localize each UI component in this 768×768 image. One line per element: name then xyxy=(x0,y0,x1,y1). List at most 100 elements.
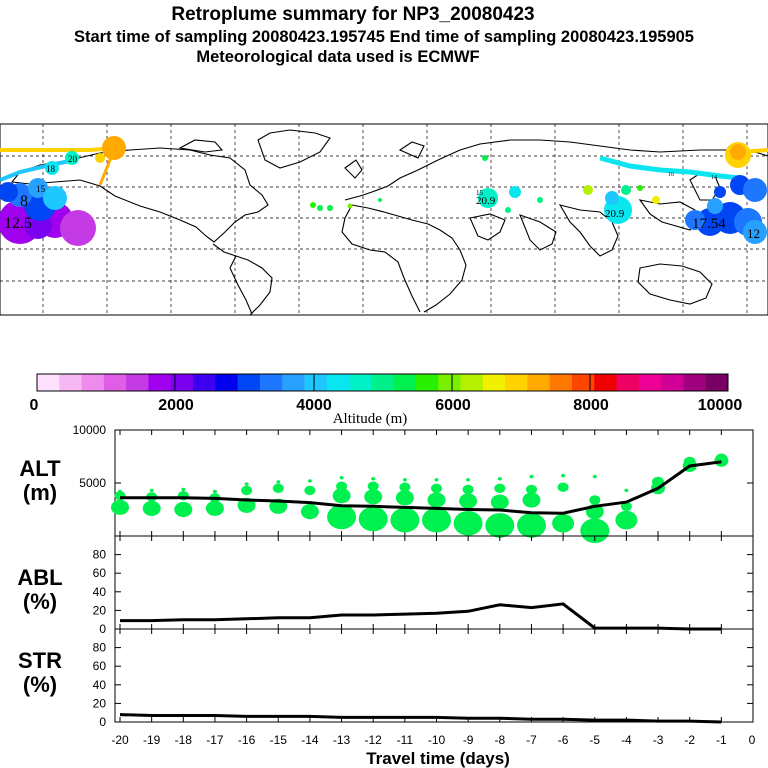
str-panel: STR (%) 0 20 40 60 80 xyxy=(18,628,754,729)
abl-ytick-label: 80 xyxy=(93,548,107,562)
colorbar-cell xyxy=(527,374,551,391)
colorbar-cell xyxy=(282,374,305,391)
x-tick-label: -5 xyxy=(589,733,600,747)
alt-plume-point xyxy=(272,483,284,493)
map-label-15b: 15 xyxy=(476,189,484,197)
str-ytick-label: 60 xyxy=(93,659,107,673)
alt-plume-point xyxy=(149,488,154,493)
colorbar-cells xyxy=(37,374,729,391)
title-line-2: Start time of sampling 20080423.195745 E… xyxy=(74,28,694,46)
alt-plume-point xyxy=(522,492,541,508)
trajectory-cyan-asia xyxy=(599,155,741,181)
x-tick-label: -15 xyxy=(270,733,288,747)
abl-panel: ABL (%) 0 20 40 60 80 xyxy=(17,535,754,636)
colorbar-cell xyxy=(415,374,439,391)
x-tick-label: -4 xyxy=(621,733,632,747)
x-tick-label: -6 xyxy=(558,733,569,747)
colorbar-cell xyxy=(304,374,328,391)
abl-ylabel-line2: (%) xyxy=(23,589,57,614)
alt-plume-point xyxy=(358,506,388,532)
alt-panel: ALT (m) 5000 10000 xyxy=(19,423,754,543)
alt-plume-point xyxy=(714,454,729,467)
alt-plume-point xyxy=(390,507,420,533)
alt-plume-point xyxy=(304,485,316,496)
alt-plume-point xyxy=(402,478,407,482)
alt-plume-point xyxy=(244,482,249,486)
alt-ylabel-line1: ALT xyxy=(19,456,61,481)
map-label-14: 14 xyxy=(711,175,717,181)
colorbar-cell xyxy=(126,374,149,391)
alt-plume-point xyxy=(241,485,253,496)
colorbar-label: Altitude (m) xyxy=(333,411,408,427)
alt-plume-scatter xyxy=(111,453,729,543)
alt-plume-point xyxy=(111,499,129,515)
x-tick-label: -2 xyxy=(684,733,695,747)
colorbar-cell xyxy=(215,374,239,391)
alt-plume-point xyxy=(371,477,376,481)
alt-plume-point xyxy=(517,513,546,538)
alt-plume-point xyxy=(181,487,186,492)
title-line-3: Meteorological data used is ECMWF xyxy=(196,48,479,66)
colorbar-cell xyxy=(103,374,127,391)
colorbar-tick-4000: 4000 xyxy=(296,397,332,414)
alt-mean-line xyxy=(120,460,722,515)
alt-plume-point xyxy=(497,477,502,481)
str-ytick-label: 20 xyxy=(93,696,107,710)
alt-plume-point xyxy=(431,483,442,493)
x-tick-label: -9 xyxy=(463,733,474,747)
alt-plume-point xyxy=(307,479,312,483)
colorbar: 0 2000 4000 6000 8000 10000 Altitude (m) xyxy=(30,373,742,427)
x-tick-label: -14 xyxy=(301,733,319,747)
alt-plume-point xyxy=(615,510,638,530)
str-ylabel-line2: (%) xyxy=(23,672,57,697)
colorbar-cell xyxy=(482,374,506,391)
alt-plume-point xyxy=(485,513,515,538)
coastlines xyxy=(10,129,768,316)
map-label-2-09: 20.9 xyxy=(476,195,496,207)
colorbar-tick-2000: 2000 xyxy=(158,397,194,414)
alt-plume-point xyxy=(395,490,414,506)
alt-plume-point xyxy=(624,488,629,493)
map-labels: 20 18 15 16 14 15 20.9 20.9 12.5 17.54 8… xyxy=(4,154,760,241)
map-gridlines xyxy=(0,124,768,315)
x-tick-label: -10 xyxy=(428,733,446,747)
map-label-20: 20 xyxy=(68,154,78,164)
x-tick-label: -13 xyxy=(333,733,351,747)
alt-plume-point xyxy=(434,478,439,482)
alt-plume-point xyxy=(561,473,566,478)
alt-plume-point xyxy=(367,481,379,491)
colorbar-cell xyxy=(549,374,573,391)
x-axis-ticks: -20 -19 -18 -17 -16 -15 -14 -13 -12 -11 -10 -9 -8 -7-… xyxy=(111,733,755,747)
colorbar-cell xyxy=(326,374,350,391)
alt-ylabel-line2: (m) xyxy=(23,480,57,505)
trajectory-cyan-west xyxy=(0,158,76,182)
x-tick-label: 0 xyxy=(749,733,756,747)
colorbar-cell xyxy=(393,374,417,391)
colorbar-cell xyxy=(460,374,484,391)
map-label-8: 8 xyxy=(20,193,28,210)
alt-plume-point xyxy=(332,488,351,504)
colorbar-dividers xyxy=(174,374,591,391)
map-label-18: 18 xyxy=(46,164,56,174)
x-tick-label: -16 xyxy=(238,733,256,747)
str-ylabel-line1: STR xyxy=(18,648,62,673)
colorbar-cell xyxy=(505,374,528,391)
alt-plume-point xyxy=(276,480,281,484)
colorbar-cell xyxy=(594,374,618,391)
x-tick-label: -1 xyxy=(716,733,727,747)
alt-plume-point xyxy=(364,489,383,505)
colorbar-cell xyxy=(349,374,372,391)
x-tick-label: -19 xyxy=(143,733,161,747)
colorbar-tick-0: 0 xyxy=(30,397,39,414)
alt-plume-point xyxy=(300,504,319,520)
alt-plume-point xyxy=(526,484,537,495)
x-tick-label: -8 xyxy=(494,733,505,747)
colorbar-cell xyxy=(170,374,194,391)
alt-plume-point xyxy=(494,483,506,493)
str-line xyxy=(119,713,722,724)
colorbar-cell xyxy=(81,374,105,391)
plume-circles xyxy=(0,136,767,246)
alt-plume-point xyxy=(212,489,217,494)
str-ytick-label: 40 xyxy=(93,678,107,692)
